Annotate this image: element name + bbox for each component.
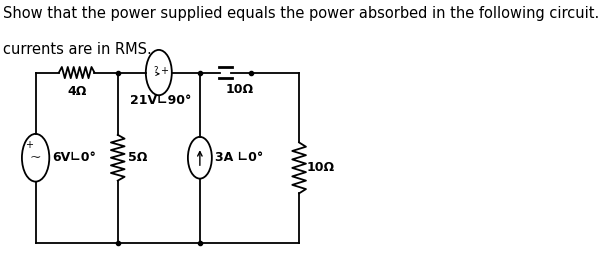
Text: 10Ω: 10Ω	[307, 161, 335, 175]
Text: currents are in RMS.: currents are in RMS.	[3, 42, 152, 57]
Text: 10Ω: 10Ω	[225, 83, 253, 96]
Text: +: +	[160, 66, 168, 76]
Text: 4Ω: 4Ω	[67, 85, 86, 98]
Text: ~: ~	[30, 151, 42, 165]
Text: 5Ω: 5Ω	[128, 151, 147, 164]
Text: +: +	[25, 140, 33, 150]
Text: 21V∟90°: 21V∟90°	[130, 94, 191, 107]
Text: Show that the power supplied equals the power absorbed in the following circuit.: Show that the power supplied equals the …	[3, 6, 603, 22]
Text: 3A ∟0°: 3A ∟0°	[215, 151, 263, 164]
Text: ?: ?	[153, 66, 157, 75]
Text: 6V∟0°: 6V∟0°	[52, 151, 96, 164]
